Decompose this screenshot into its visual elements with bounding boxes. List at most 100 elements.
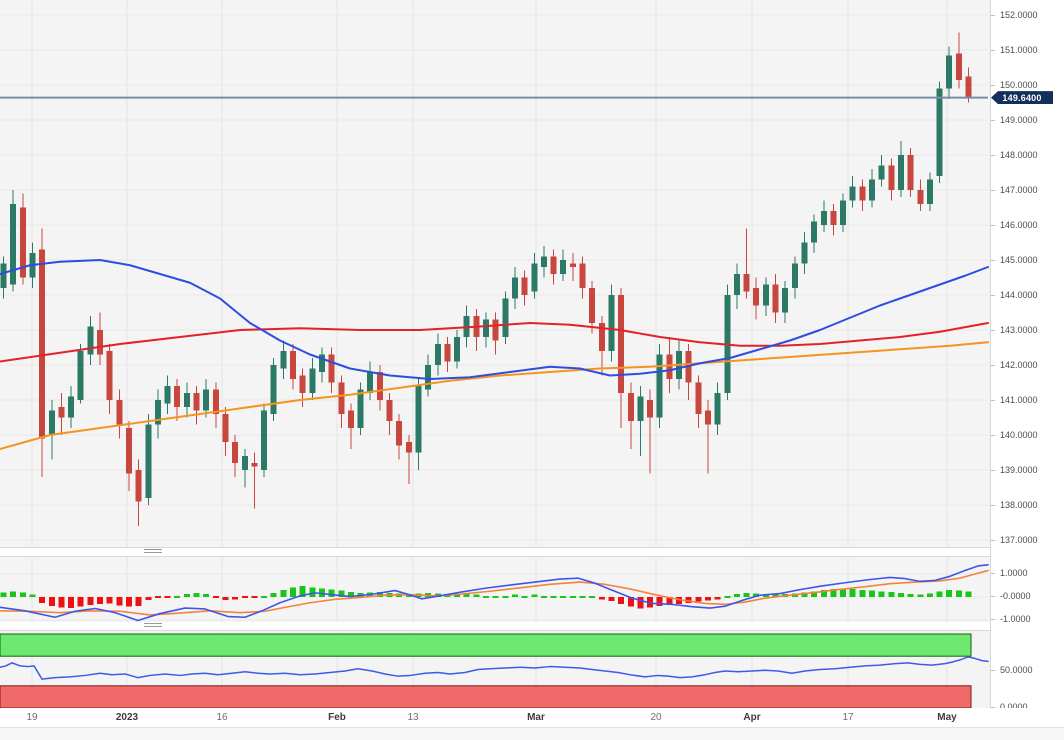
axis-tick (991, 365, 995, 366)
macd-line (0, 564, 989, 622)
candle-body-down (347, 410, 354, 428)
panel-separator[interactable] (0, 622, 990, 630)
price-axis-label: 152.0000 (1000, 10, 1038, 20)
price-axis-label: 141.0000 (1000, 395, 1038, 405)
time-axis-label: 17 (842, 712, 854, 723)
candle-body-down (386, 400, 393, 421)
candle-body-up (318, 354, 325, 372)
macd-histogram-bar (183, 594, 190, 597)
macd-histogram-bar (849, 588, 856, 597)
candle-body-down (135, 470, 142, 502)
macd-histogram-bar (589, 596, 596, 598)
macd-histogram-bar (724, 596, 731, 598)
macd-histogram-bar (878, 591, 885, 597)
candle-body-down (212, 389, 219, 414)
macd-histogram-bar (125, 597, 132, 607)
candle-body-down (376, 372, 383, 400)
macd-indicator-panel[interactable] (0, 556, 990, 624)
price-axis-label: 137.0000 (1000, 535, 1038, 545)
macd-histogram-bar (936, 591, 943, 597)
candle-body-down (58, 407, 65, 418)
macd-histogram-bar (454, 594, 461, 597)
candle-body-up (540, 256, 547, 267)
price-axis-label: 142.0000 (1000, 360, 1038, 370)
macd-histogram-bar (376, 591, 383, 597)
panel-resize-handle-icon[interactable] (144, 549, 162, 555)
time-axis[interactable]: 19 2023 16 Feb 13 Mar 20 Apr 17 May (0, 708, 1064, 727)
macd-histogram-bar (695, 597, 702, 602)
macd-histogram-bar (48, 597, 55, 607)
candle-body-down (569, 263, 576, 267)
panel-separator[interactable] (0, 548, 990, 556)
macd-histogram-bar (58, 597, 65, 608)
price-axis[interactable]: 149.6400 152.0000 151.0000 150.0000 149.000… (990, 0, 1064, 712)
macd-histogram-bar (801, 592, 808, 597)
macd-histogram-bar (830, 588, 837, 597)
candle-body-up (946, 55, 953, 89)
macd-histogram-bar (10, 591, 17, 597)
candle-body-down (193, 393, 200, 411)
ma-mid-red-line (0, 322, 989, 363)
axis-tick (991, 670, 995, 671)
macd-histogram-bar (164, 596, 171, 598)
macd-histogram-bar (743, 592, 750, 597)
price-axis-label: 150.0000 (1000, 80, 1038, 90)
macd-histogram-bar (106, 597, 113, 604)
macd-histogram-bar (676, 597, 682, 604)
candle-body-down (222, 414, 229, 442)
macd-histogram-bar (666, 597, 673, 606)
macd-histogram-bar (550, 596, 557, 598)
time-axis-label: Mar (527, 712, 545, 723)
macd-histogram-bar (888, 591, 895, 597)
candle-body-up (145, 424, 152, 498)
macd-histogram-bar (733, 594, 740, 597)
macd-histogram-bar (840, 588, 847, 597)
macd-histogram-bar (241, 596, 248, 598)
macd-histogram-bar (907, 594, 914, 597)
candle-body-up (608, 295, 615, 351)
bottom-scroll-strip[interactable] (0, 727, 1064, 740)
time-axis-label: Apr (743, 712, 761, 723)
macd-histogram-bar (0, 592, 7, 597)
macd-histogram-bar (637, 597, 644, 609)
macd-histogram-bar (569, 596, 576, 598)
candle-body-down (328, 354, 335, 383)
candle-body-up (434, 344, 441, 365)
macd-histogram-bar (560, 596, 567, 598)
macd-histogram-bar (762, 594, 769, 597)
candle-body-up (415, 386, 422, 453)
macd-histogram-bar (145, 597, 152, 600)
time-axis-label: 16 (216, 712, 228, 723)
candle-body-up (454, 337, 461, 362)
axis-tick (991, 596, 995, 597)
rsi-indicator-panel[interactable] (0, 630, 990, 709)
macd-histogram-bar (270, 592, 277, 597)
macd-histogram-bar (97, 597, 103, 604)
macd-axis-label: -1.0000 (1000, 614, 1031, 624)
candle-body-up (511, 277, 518, 299)
macd-histogram-bar (203, 594, 210, 597)
candle-body-down (97, 330, 103, 355)
macd-histogram-bar (405, 594, 412, 597)
time-axis-label: Feb (328, 712, 346, 723)
price-axis-label: 148.0000 (1000, 150, 1038, 160)
macd-chart (0, 557, 989, 623)
macd-histogram-bar (174, 596, 181, 598)
candle-body-down (907, 155, 914, 190)
candle-body-down (859, 186, 866, 201)
axis-tick (991, 155, 995, 156)
macd-histogram-bar (338, 590, 345, 597)
panel-resize-handle-icon[interactable] (144, 623, 162, 629)
macd-histogram-bar (299, 585, 306, 597)
price-axis-label: 139.0000 (1000, 465, 1038, 475)
price-chart-panel[interactable] (0, 0, 990, 548)
macd-histogram-bar (869, 590, 875, 597)
candle-body-up (897, 155, 904, 190)
macd-histogram-bar (704, 597, 711, 601)
macd-histogram-bar (280, 590, 287, 597)
candle-body-down (106, 351, 113, 400)
candle-body-down (753, 288, 760, 306)
candle-body-down (965, 76, 972, 98)
candle-body-up (309, 368, 316, 393)
candle-body-down (955, 53, 962, 80)
